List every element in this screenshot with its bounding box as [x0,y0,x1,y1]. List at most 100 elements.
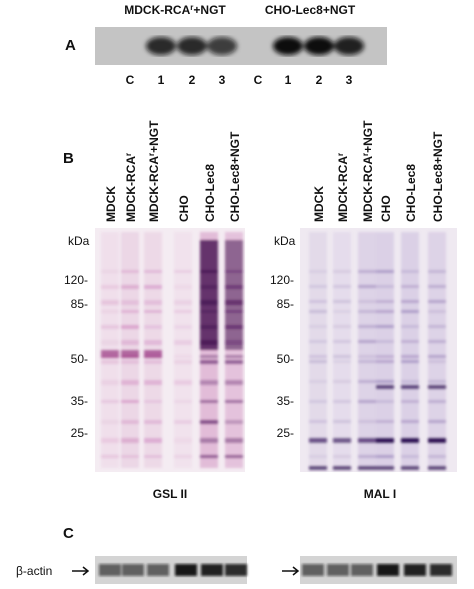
lane-smear [358,232,376,468]
band [428,455,446,458]
marker-label: 25- [71,426,88,440]
band [121,340,139,345]
band [101,438,119,443]
lane-smear [401,232,419,468]
band [174,355,192,358]
band [376,380,394,383]
arrow [72,566,90,576]
band [309,310,327,313]
band [428,360,446,363]
lane-label-part: MDCK [104,186,118,222]
group-label-part: r [190,3,193,12]
band [309,380,327,383]
band [225,355,243,358]
group-label-part: CHO-Lec8+NGT [265,3,356,17]
band [225,360,243,364]
band [376,325,394,328]
band [358,285,376,288]
band [376,455,394,458]
marker-label: 35- [71,394,88,408]
band [401,325,419,328]
band [333,466,351,470]
band [401,385,419,389]
lane-label: MDCK [312,186,326,222]
band [174,380,192,385]
band [376,340,394,343]
lane-smear [376,232,394,468]
lane-label-part: CHO [379,195,393,222]
marker-label: 25- [277,426,294,440]
band [376,466,394,470]
band [309,285,327,288]
band [225,400,243,403]
band [101,380,119,385]
marker-label: 120- [64,273,88,287]
band [201,564,223,576]
blot-caption: GSL II [153,487,187,501]
band [174,285,192,289]
band [428,325,446,328]
band [333,340,351,343]
band [225,380,243,385]
band [101,325,119,329]
band [309,340,327,343]
lane-label-part: CHO-Lec8+NGT [228,131,242,222]
band [225,420,243,424]
band [174,325,192,329]
band [122,564,144,576]
lane-label: 3 [346,73,353,87]
band [401,340,419,343]
band [121,300,139,305]
lane-label: 2 [189,73,196,87]
band [401,380,419,383]
band [304,37,334,55]
band [121,350,139,358]
band [358,438,376,443]
band [200,420,218,424]
band [101,400,119,403]
lane-label: MDCK-RCAr [124,153,139,222]
band [401,455,419,458]
band [101,270,119,273]
band [147,564,169,576]
band [401,270,419,273]
band [144,325,162,329]
band [309,360,327,363]
band [309,400,327,403]
group-label: CHO-Lec8+NGT [265,3,356,17]
band [144,285,162,289]
band [200,455,218,458]
lane-label: C [126,73,135,87]
band [358,310,376,313]
marker-label: 85- [71,297,88,311]
group-label: MDCK-RCAr+NGT [124,3,226,18]
lane-label-part: +NGT [361,120,375,153]
band [121,285,139,289]
marker-label: 50- [71,352,88,366]
band [174,420,192,424]
band [174,270,192,273]
panel-label: B [63,150,74,167]
band [309,355,327,358]
band [428,400,446,403]
band [225,240,243,350]
band [333,360,351,363]
lane-label-part: +NGT [147,120,161,153]
band [302,564,324,576]
band [177,37,207,55]
band [333,310,351,313]
band [376,438,394,443]
lane-smear [174,232,192,468]
band [101,420,119,424]
band [225,455,243,458]
panel-label: A [65,37,76,54]
lane-label-part: CHO [177,195,191,222]
marker-label: kDa [68,234,90,248]
band [174,300,192,305]
lane-label-part: MDCK-RCA [336,156,350,222]
marker-label: 35- [277,394,294,408]
lane-label-part: r [124,153,133,156]
band [99,564,121,576]
lane-label: MDCK-RCAr+NGT [147,120,162,222]
